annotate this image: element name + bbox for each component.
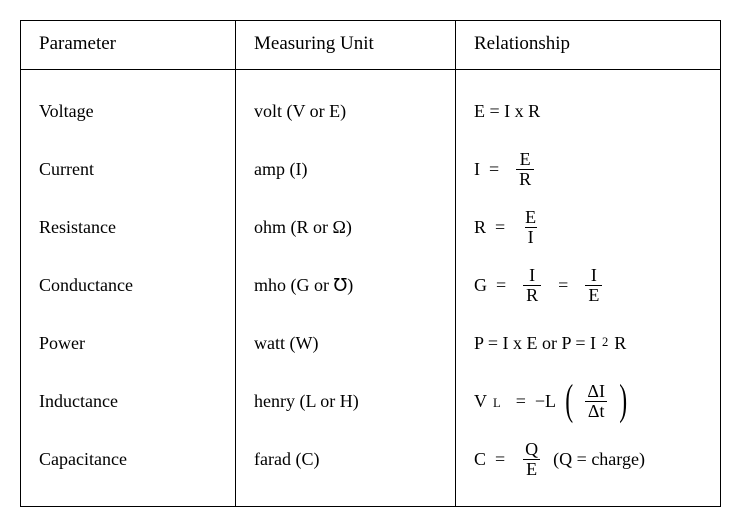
- unit-2: ohm (R or Ω): [254, 198, 437, 256]
- parameter-3: Conductance: [39, 256, 217, 314]
- unit-4: watt (W): [254, 314, 437, 372]
- formula-5: VL = −L (ΔIΔt): [474, 372, 702, 430]
- unit-5: henry (L or H): [254, 372, 437, 430]
- formula-6: C = QE (Q = charge): [474, 430, 702, 488]
- parameter-6: Capacitance: [39, 430, 217, 488]
- formula-2: R = EI: [474, 198, 702, 256]
- parameter-0: Voltage: [39, 82, 217, 140]
- unit-cell: volt (V or E)amp (I)ohm (R or Ω)mho (G o…: [236, 70, 456, 507]
- formula-4: P = I x E or P = I2R: [474, 314, 702, 372]
- col-header-relationship: Relationship: [456, 21, 721, 70]
- formula-0: E = I x R: [474, 82, 702, 140]
- table-body: VoltageCurrentResistanceConductancePower…: [21, 70, 721, 507]
- table-body-row: VoltageCurrentResistanceConductancePower…: [21, 70, 721, 507]
- parameter-5: Inductance: [39, 372, 217, 430]
- col-header-unit: Measuring Unit: [236, 21, 456, 70]
- table-header-row: Parameter Measuring Unit Relationship: [21, 21, 721, 70]
- parameter-4: Power: [39, 314, 217, 372]
- formula-1: I = ER: [474, 140, 702, 198]
- parameter-cell: VoltageCurrentResistanceConductancePower…: [21, 70, 236, 507]
- parameter-2: Resistance: [39, 198, 217, 256]
- unit-3: mho (G or ℧): [254, 256, 437, 314]
- relationship-cell: E = I x RI = ERR = EIG = IR = IEP = I x …: [456, 70, 721, 507]
- formula-3: G = IR = IE: [474, 256, 702, 314]
- parameter-1: Current: [39, 140, 217, 198]
- unit-1: amp (I): [254, 140, 437, 198]
- electrical-parameters-table: Parameter Measuring Unit Relationship Vo…: [20, 20, 721, 507]
- unit-6: farad (C): [254, 430, 437, 488]
- col-header-parameter: Parameter: [21, 21, 236, 70]
- unit-0: volt (V or E): [254, 82, 437, 140]
